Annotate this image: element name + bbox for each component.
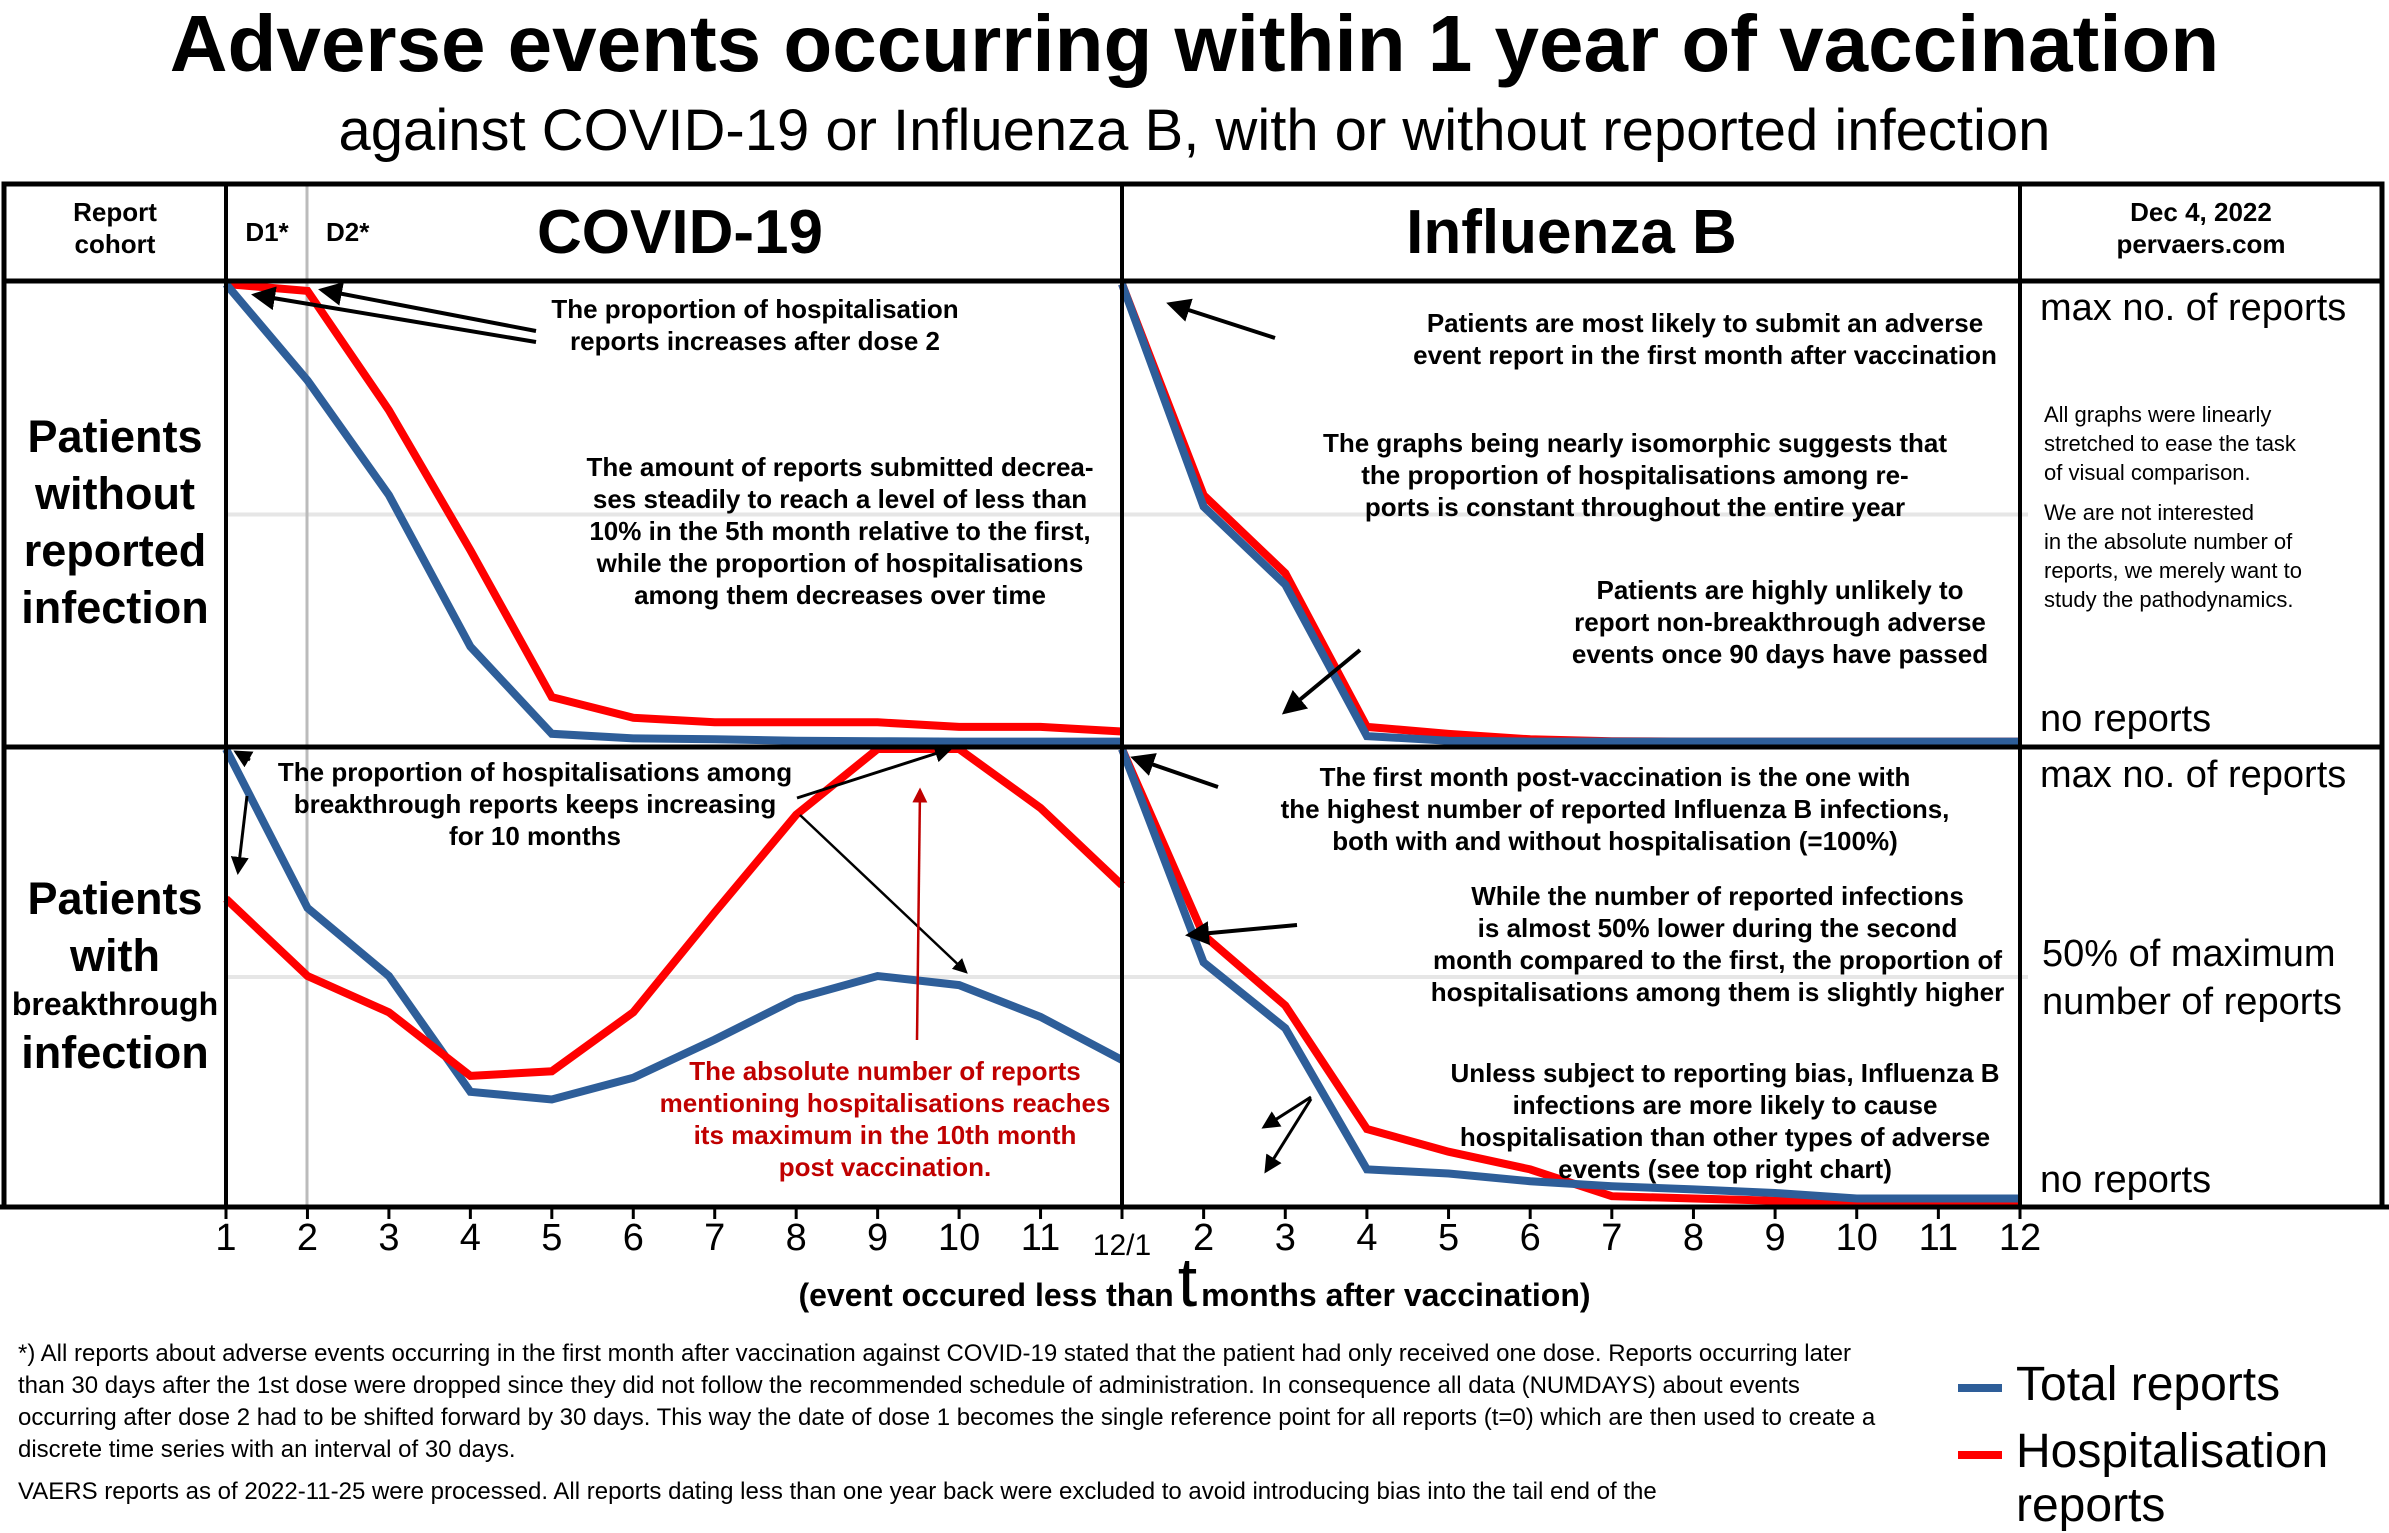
note-line: We are not interested: [2044, 498, 2364, 527]
row-label-line: breakthrough: [6, 984, 224, 1024]
annotation-flu-reporting-bias: Unless subject to reporting bias, Influe…: [1430, 1057, 2020, 1185]
stretch-note: All graphs were linearly stretched to ea…: [2044, 400, 2364, 487]
date-label: Dec 4, 2022: [2022, 196, 2380, 228]
site-label: pervaers.com: [2022, 228, 2380, 260]
influenza-header: Influenza B: [1124, 198, 2019, 268]
annotation-line: hospitalisations among them is slightly …: [1415, 976, 2020, 1008]
arrow-to-flu-first-month: [1170, 304, 1275, 338]
annotation-line: report non-breakthrough adverse: [1540, 606, 2020, 638]
annotation-line: Patients are highly unlikely to: [1540, 574, 2020, 606]
mid-line: number of reports: [2042, 978, 2342, 1026]
note-line: stretched to ease the task: [2044, 429, 2364, 458]
x-axis-label-t: t: [1174, 1243, 1201, 1321]
row-label-line: Patients: [6, 870, 224, 927]
date-site-header: Dec 4, 2022 pervaers.com: [2022, 196, 2380, 260]
note-line: of visual comparison.: [2044, 458, 2364, 487]
legend-total-swatch: [1958, 1384, 2002, 1392]
annotation-covid-breakthrough: The proportion of hospitalisations among…: [250, 756, 820, 852]
annotation-flu-90-days: Patients are highly unlikely to report n…: [1540, 574, 2020, 670]
annotation-line: both with and without hospitalisation (=…: [1265, 825, 1965, 857]
annotation-line: The graphs being nearly isomorphic sugge…: [1295, 427, 1975, 459]
legend-hospitalisation-label: Hospitalisation: [2016, 1425, 2328, 1479]
note-line: in the absolute number of: [2044, 527, 2364, 556]
annotation-line: events (see top right chart): [1430, 1153, 2020, 1185]
covid-header: COVID-19: [400, 198, 960, 268]
footnote-vaers: VAERS reports as of 2022-11-25 were proc…: [18, 1476, 1898, 1508]
dose1-label: D1*: [232, 216, 302, 248]
annotation-line: breakthrough reports keeps increasing: [250, 788, 820, 820]
row-label-line: infection: [6, 579, 224, 636]
annotation-line: ses steadily to reach a level of less th…: [570, 483, 1110, 515]
arrow-to-covid-hosp-max: [917, 790, 920, 1040]
annotation-line: ports is constant throughout the entire …: [1295, 491, 1975, 523]
annotation-line: While the number of reported infections: [1415, 880, 2020, 912]
report-cohort-line: Report: [6, 196, 224, 228]
bottom-mid-label: 50% of maximum number of reports: [2042, 930, 2342, 1026]
annotation-covid-dose2: The proportion of hospitalisation report…: [540, 293, 970, 357]
note-line: study the pathodynamics.: [2044, 585, 2364, 614]
footnote-dose-shift: *) All reports about adverse events occu…: [18, 1338, 1898, 1466]
note-line: All graphs were linearly: [2044, 400, 2364, 429]
interest-note: We are not interested in the absolute nu…: [2044, 498, 2364, 614]
row-label-with-infection: Patients with breakthrough infection: [6, 870, 224, 1081]
row-label-line: Patients: [6, 408, 224, 465]
top-max-label: max no. of reports: [2040, 285, 2346, 331]
annotation-covid-max-10th-month: The absolute number of reports mentionin…: [645, 1055, 1125, 1183]
dose2-label: D2*: [314, 216, 396, 248]
annotation-line: Patients are most likely to submit an ad…: [1395, 307, 2015, 339]
mid-line: 50% of maximum: [2042, 930, 2342, 978]
arrow-to-covid-bt-total: [236, 752, 250, 760]
annotation-line: its maximum in the 10th month: [645, 1119, 1125, 1151]
table-border: [4, 184, 2382, 1207]
annotation-line: The proportion of hospitalisation: [540, 293, 970, 325]
row-label-line: without: [6, 465, 224, 522]
bottom-min-label: no reports: [2040, 1157, 2211, 1203]
annotation-line: the highest number of reported Influenza…: [1265, 793, 1965, 825]
legend-hospitalisation-swatch: [1958, 1451, 2002, 1459]
arrow-to-flu-bt-first-month: [1134, 758, 1218, 787]
annotation-flu-second-month: While the number of reported infections …: [1415, 880, 2020, 1008]
annotation-line: Unless subject to reporting bias, Influe…: [1430, 1057, 2020, 1089]
note-line: reports, we merely want to: [2044, 556, 2364, 585]
legend-hospitalisation-label-cont: reports: [2016, 1479, 2165, 1533]
annotation-line: infections are more likely to cause: [1430, 1089, 2020, 1121]
annotation-covid-decrease: The amount of reports submitted decrea- …: [570, 451, 1110, 611]
annotation-line: 10% in the 5th month relative to the fir…: [570, 515, 1110, 547]
annotation-line: The amount of reports submitted decrea-: [570, 451, 1110, 483]
annotation-arrows: [236, 290, 1360, 1171]
top-min-label: no reports: [2040, 696, 2211, 742]
annotation-line: while the proportion of hospitalisations: [570, 547, 1110, 579]
annotation-line: is almost 50% lower during the second: [1415, 912, 2020, 944]
annotation-flu-first-month: Patients are most likely to submit an ad…: [1395, 307, 2015, 371]
annotation-line: the proportion of hospitalisations among…: [1295, 459, 1975, 491]
annotation-line: post vaccination.: [645, 1151, 1125, 1183]
arrow-to-covid-bt-hosp: [238, 796, 247, 872]
annotation-line: mentioning hospitalisations reaches: [645, 1087, 1125, 1119]
annotation-flu-isomorphic: The graphs being nearly isomorphic sugge…: [1295, 427, 1975, 523]
table-frame: [0, 184, 2389, 1219]
annotation-line: The proportion of hospitalisations among: [250, 756, 820, 788]
annotation-line: reports increases after dose 2: [540, 325, 970, 357]
annotation-line: The absolute number of reports: [645, 1055, 1125, 1087]
x-axis-label-after: months after vaccination): [1201, 1277, 1590, 1313]
arrow-to-covid-bt-total-peak: [800, 815, 966, 972]
row-label-without-infection: Patients without reported infection: [6, 408, 224, 636]
annotation-line: month compared to the first, the proport…: [1415, 944, 2020, 976]
row-label-line: reported: [6, 522, 224, 579]
row-label-line: infection: [6, 1024, 224, 1081]
report-cohort-header: Report cohort: [6, 196, 224, 260]
annotation-line: event report in the first month after va…: [1395, 339, 2015, 371]
annotation-line: hospitalisation than other types of adve…: [1430, 1121, 2020, 1153]
row-label-line: with: [6, 927, 224, 984]
annotation-line: for 10 months: [250, 820, 820, 852]
annotation-line: The first month post-vaccination is the …: [1265, 761, 1965, 793]
bottom-max-label: max no. of reports: [2040, 752, 2346, 798]
x-axis-label-before: (event occured less than: [798, 1277, 1173, 1313]
annotation-flu-first-month-infections: The first month post-vaccination is the …: [1265, 761, 1965, 857]
legend-total-label: Total reports: [2016, 1358, 2280, 1412]
report-cohort-line: cohort: [6, 228, 224, 260]
annotation-line: events once 90 days have passed: [1540, 638, 2020, 670]
annotation-line: among them decreases over time: [570, 579, 1110, 611]
